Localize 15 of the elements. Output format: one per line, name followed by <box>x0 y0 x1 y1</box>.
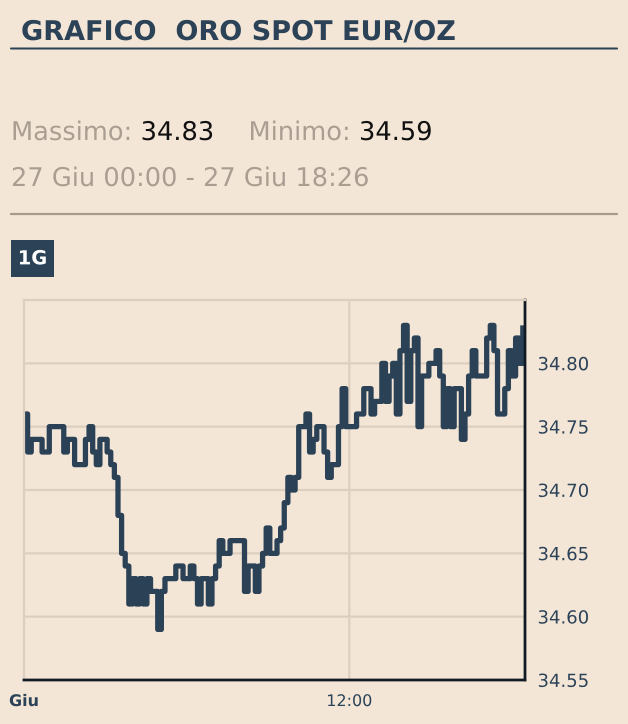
chart-subtitle: 27 Giu 00:00 - 27 Giu 18:26 <box>12 166 368 186</box>
text: Minimo: <box>251 120 348 140</box>
text: 34.83 <box>142 120 212 140</box>
y-tick-label: 34.80 <box>538 356 588 370</box>
y-tick-label: 34.75 <box>538 420 588 434</box>
x-tick-label: Giu <box>10 694 38 706</box>
text: 34.59 <box>360 120 431 140</box>
y-tick-label: 34.70 <box>538 483 588 498</box>
y-tick-label: 34.55 <box>538 673 588 688</box>
y-tick-label: 34.65 <box>538 546 588 560</box>
x-tick-label: 12:00 <box>328 694 372 706</box>
text: 1G <box>20 250 46 265</box>
chart-title: GRAFICO ORO SPOT EUR/OZ <box>22 20 455 43</box>
y-tick-label: 34.60 <box>538 610 588 624</box>
text: Massimo: <box>14 120 130 140</box>
